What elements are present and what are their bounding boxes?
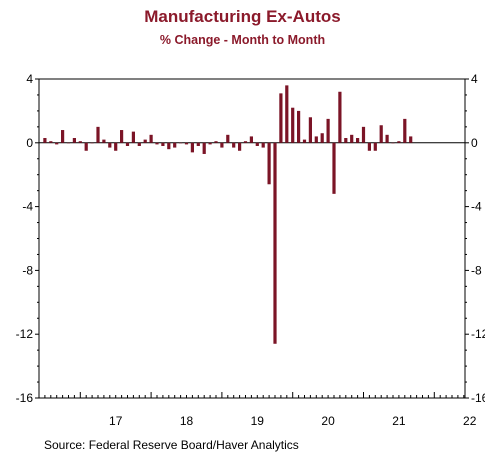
bar [131, 131, 135, 143]
bar [72, 138, 76, 143]
y-tick-label-left: 4 [26, 72, 33, 86]
bar [108, 142, 112, 148]
bar [285, 85, 289, 143]
source-note: Source: Federal Reserve Board/Haver Anal… [44, 438, 299, 452]
bar [214, 141, 218, 143]
bar [297, 110, 301, 143]
bar [273, 142, 277, 344]
x-tick-label: 19 [251, 414, 265, 428]
bar [220, 142, 224, 148]
bar [332, 142, 336, 194]
bar [397, 141, 401, 143]
chart-subtitle: % Change - Month to Month [159, 33, 326, 47]
bar-series [43, 85, 413, 344]
x-tick-label: 17 [109, 414, 123, 428]
bar [391, 142, 395, 144]
bar [43, 138, 47, 143]
bar [90, 142, 94, 144]
bar [196, 142, 200, 146]
bar [84, 142, 88, 151]
bar [243, 141, 248, 143]
bar [179, 142, 183, 144]
y-tick-label-left: -16 [16, 391, 34, 405]
bar [308, 117, 312, 143]
bar [161, 142, 165, 146]
bar [125, 142, 130, 146]
bar [96, 126, 100, 143]
bar [291, 107, 295, 143]
bar [255, 142, 259, 146]
bar [66, 142, 71, 144]
y-axis: 4 4 0 0 -4 -4 -8 -8 -12 -12 -16 -16 [16, 72, 485, 405]
bar [190, 142, 194, 153]
bar [238, 142, 242, 151]
bar [302, 139, 307, 143]
chart-title: Manufacturing Ex-Autos [144, 7, 341, 26]
bar [120, 130, 124, 143]
bar [149, 134, 153, 143]
bar [409, 136, 413, 143]
y-tick-label-right: -12 [471, 327, 485, 341]
y-tick-label-left: -12 [16, 327, 34, 341]
bar [267, 142, 271, 185]
y-tick-label-right: 0 [471, 136, 478, 150]
bar [356, 138, 360, 143]
bar [344, 138, 348, 143]
bar [202, 142, 206, 154]
x-tick-label: 22 [463, 414, 477, 428]
bar [403, 118, 407, 143]
bar [226, 134, 230, 143]
bar [143, 139, 147, 143]
bar [155, 142, 159, 145]
bar [350, 134, 354, 143]
y-tick-label-left: -4 [22, 200, 33, 214]
x-tick-label: 18 [180, 414, 194, 428]
bar [373, 142, 377, 151]
y-tick-label-right: -16 [471, 391, 485, 405]
bar [249, 136, 253, 143]
bar [102, 139, 106, 143]
x-tick-label: 21 [392, 414, 406, 428]
bar [326, 118, 330, 143]
y-tick-label-left: -8 [22, 263, 33, 277]
y-tick-label-left: 0 [26, 136, 33, 150]
bar [137, 142, 141, 146]
bar [279, 93, 283, 143]
y-tick-label-right: -4 [471, 200, 482, 214]
x-axis: 17 18 19 20 21 22 [38, 392, 477, 428]
bar [379, 125, 383, 143]
bar [114, 142, 118, 151]
y-tick-label-right: 4 [471, 72, 478, 86]
bar [361, 126, 366, 143]
bar [367, 142, 371, 151]
bar [61, 130, 65, 143]
bar [385, 134, 389, 143]
bar [320, 133, 324, 143]
bar [232, 142, 236, 148]
bar [314, 136, 318, 143]
bar [261, 142, 265, 148]
bar [55, 142, 59, 145]
plot-frame [38, 78, 466, 399]
bar [338, 91, 342, 143]
x-tick-label: 20 [321, 414, 335, 428]
bar [167, 142, 171, 150]
y-tick-label-right: -8 [471, 263, 482, 277]
bar [208, 142, 212, 145]
bar [78, 141, 82, 143]
bar [49, 141, 53, 143]
bar [173, 142, 177, 148]
bar [184, 142, 189, 145]
